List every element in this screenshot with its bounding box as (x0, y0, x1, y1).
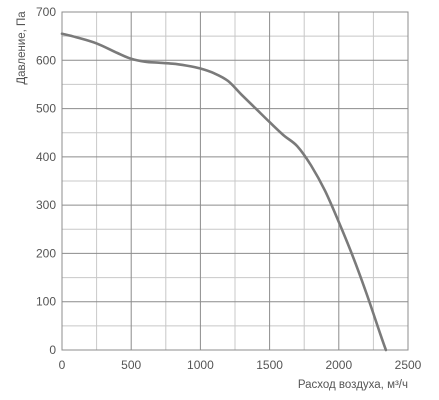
y-tick-label: 500 (36, 102, 56, 116)
plot-frame (61, 11, 409, 351)
y-tick-labels: 0 100 200 300 400 500 600 700 (36, 5, 56, 357)
y-tick-label: 0 (49, 343, 56, 357)
x-tick-labels: 0 500 1000 1500 2000 2500 (59, 358, 422, 372)
y-tick-label: 200 (36, 246, 56, 260)
x-tick-label: 500 (121, 358, 141, 372)
x-tick-label: 2500 (395, 358, 422, 372)
y-tick-label: 700 (36, 5, 56, 19)
x-tick-label: 1500 (256, 358, 283, 372)
minor-gridlines (62, 12, 408, 350)
y-tick-label: 400 (36, 150, 56, 164)
x-tick-label: 1000 (187, 358, 214, 372)
pressure-curve (60, 32, 388, 352)
x-tick-label: 2000 (325, 358, 352, 372)
x-axis-label: Расход воздуха, м³/ч (298, 379, 408, 391)
y-tick-label: 100 (36, 295, 56, 309)
x-tick-label: 0 (59, 358, 66, 372)
y-axis-label: Давление, Па (16, 11, 28, 85)
y-tick-label: 600 (36, 53, 56, 67)
major-gridlines (62, 12, 408, 350)
y-tick-label: 300 (36, 198, 56, 212)
